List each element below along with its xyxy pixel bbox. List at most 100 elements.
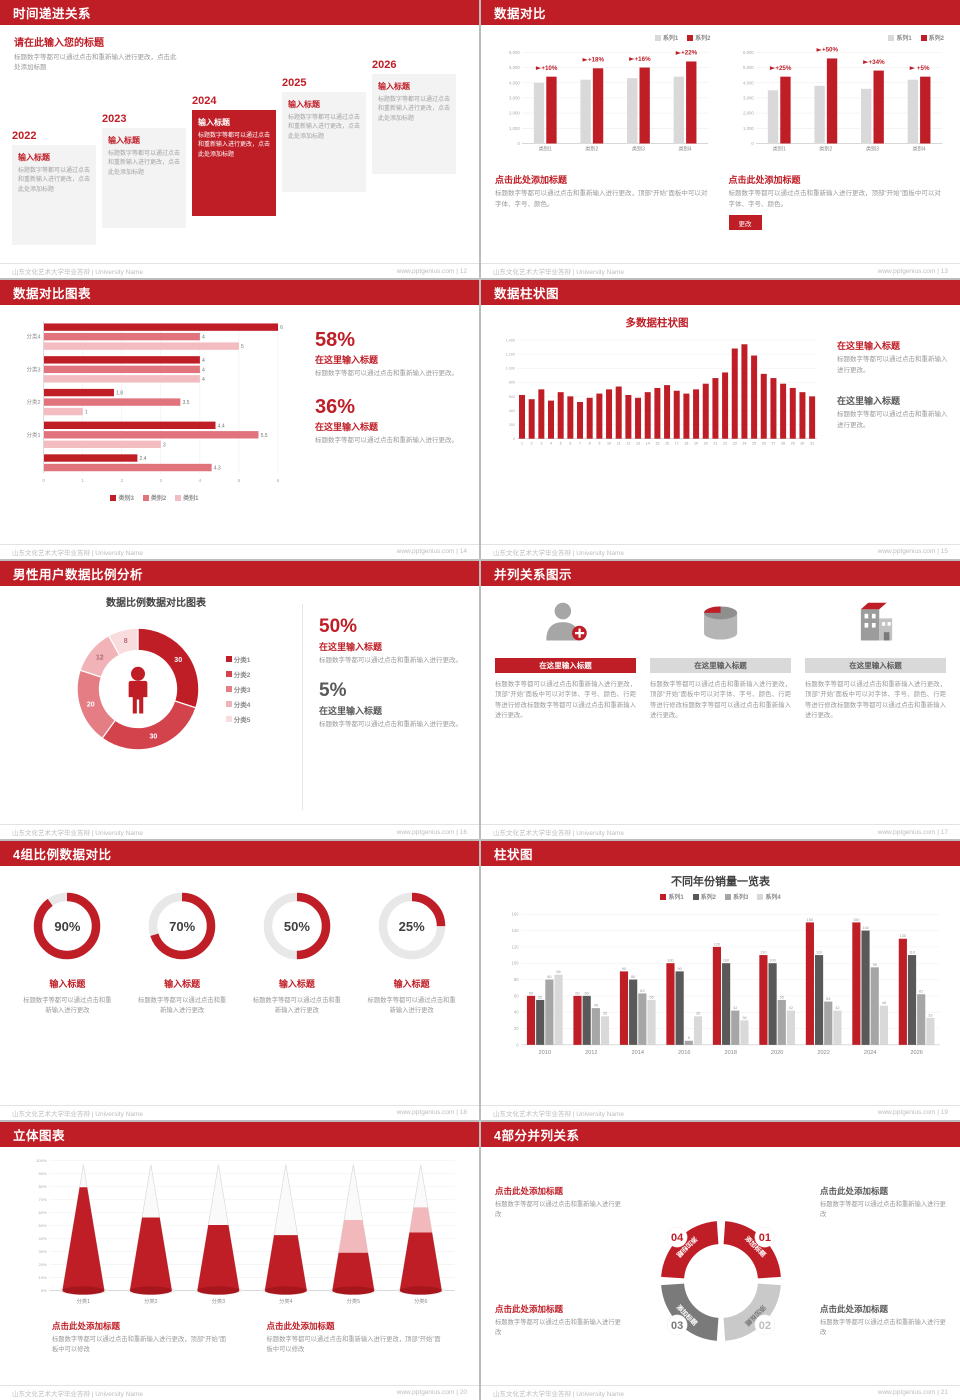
svg-text:60: 60 bbox=[514, 993, 519, 998]
timeline-step-box: 输入标题 标题数字等都可以通过点击和重新输入进行更改，点击此处添加标题 bbox=[282, 92, 366, 192]
svg-text:86: 86 bbox=[556, 969, 560, 974]
legend-item: 分类4 bbox=[225, 699, 250, 709]
slide-15-thumbnail[interactable]: 数据柱状图 多数据柱状图 0 200 400 600 800 1,000 1,200 1,40… bbox=[481, 280, 960, 559]
svg-text:100: 100 bbox=[769, 958, 775, 963]
column-body: 标题数字等都可以通过点击和重新输入进行更改，顶部“开始”面板中可以对字体、字号、… bbox=[650, 680, 791, 719]
svg-text:1: 1 bbox=[521, 442, 523, 446]
stat-percent: 5% bbox=[319, 680, 347, 702]
svg-text:0: 0 bbox=[513, 437, 515, 441]
stat-percent: 36% bbox=[315, 395, 356, 418]
svg-text:110: 110 bbox=[816, 950, 822, 955]
step-box-title: 输入标题 bbox=[378, 82, 410, 91]
legend-swatch bbox=[660, 893, 667, 900]
paired-bar-chart: 0 1,000 2,000 3,000 4,000 5,000 6,000 类别1 +25% 类别… bbox=[743, 47, 942, 153]
ratio-column: 50% 输入标题 标题数字等都可以通过点击和重新输入进行更改 bbox=[246, 884, 349, 1104]
legend-item: 系列4 bbox=[757, 892, 781, 901]
slide-16-thumbnail[interactable]: 男性用户数据比例分析 数据比例数据对比图表 30 30 20 12 8 分类1 分类2 … bbox=[0, 560, 479, 840]
legend-swatch bbox=[175, 494, 182, 501]
column-header-bar: 在这里输入标题 bbox=[495, 657, 636, 673]
slide-header-bar: 4部分并列关系 bbox=[481, 1121, 960, 1147]
svg-text:19: 19 bbox=[694, 442, 698, 446]
svg-text:60: 60 bbox=[575, 991, 579, 996]
slide-footer: 山东文化艺术大学毕业答辩 | University Name www.pptge… bbox=[481, 263, 960, 278]
slide-header-bar: 数据对比 bbox=[481, 0, 960, 25]
legend-swatch bbox=[142, 494, 149, 501]
slide-19-thumbnail[interactable]: 柱状图 不同年份销量一览表 系列1 系列2 系列3 系列4 0 20 40 60 80 1… bbox=[481, 841, 960, 1120]
slide-12-thumbnail[interactable]: 时间递进关系 请在此输入您的标题 标题数字等都可以通过点击和重新输入进行更改，点… bbox=[0, 0, 479, 279]
timeline-step: 2025 输入标题 标题数字等都可以通过点击和重新输入进行更改，点击此处添加标题 bbox=[282, 77, 366, 192]
svg-text:15: 15 bbox=[655, 442, 659, 446]
legend-label: 分类5 bbox=[233, 716, 251, 724]
svg-text:17: 17 bbox=[675, 442, 679, 446]
parallel-column: 在这里输入标题 标题数字等都可以通过点击和重新输入进行更改，顶部“开始”面板中可… bbox=[805, 600, 946, 824]
legend-label: 系列2 bbox=[928, 36, 944, 42]
legend-label: 分类2 bbox=[233, 671, 251, 679]
svg-text:3: 3 bbox=[163, 443, 166, 449]
item-heading: 输入标题 bbox=[393, 979, 430, 990]
svg-text:42: 42 bbox=[733, 1005, 737, 1010]
dense-bar-chart-area: 多数据柱状图 0 200 400 600 800 1,000 1,200 1,400 1 2 3 4 5… bbox=[491, 311, 823, 543]
slide-13-thumbnail[interactable]: 数据对比 系列1 系列2 0 1,000 2,000 3,000 4,000 5,000 6… bbox=[481, 0, 960, 279]
svg-text:62: 62 bbox=[919, 989, 923, 994]
svg-text:120: 120 bbox=[714, 942, 720, 947]
svg-text:2020: 2020 bbox=[771, 1050, 783, 1056]
slide-21-thumbnail[interactable]: 4部分并列关系 添加标题 01 添加标题 02 添加标题 03 添加标题 04 点击此处添加标… bbox=[481, 1121, 960, 1400]
progress-ring: 50% bbox=[255, 884, 339, 968]
item-heading: 输入标题 bbox=[49, 979, 86, 990]
caption-body: 标题数字等都可以通过点击和重新输入进行更改，顶部“开始”面板中可以修改 bbox=[266, 1335, 441, 1354]
legend-label: 类别2 bbox=[150, 496, 167, 503]
svg-text:9: 9 bbox=[598, 442, 600, 446]
svg-text:分类2: 分类2 bbox=[144, 1297, 157, 1305]
slide-header-bar: 柱状图 bbox=[481, 841, 960, 867]
legend-swatch bbox=[757, 893, 764, 900]
footer-page-number: 15 bbox=[940, 548, 948, 556]
footer-site: www.pptgenius.com bbox=[396, 267, 455, 275]
progress-ring: 70% bbox=[140, 884, 224, 968]
footer-separator: | bbox=[454, 828, 460, 836]
svg-text:分类1: 分类1 bbox=[77, 1297, 90, 1305]
svg-text:类别3: 类别3 bbox=[865, 145, 878, 153]
svg-text:1,200: 1,200 bbox=[506, 353, 516, 357]
slide-title: 立体图表 bbox=[13, 1128, 66, 1143]
hbar-chart-area: 0 1 2 3 4 5 6 6 4 5 分类4 4 4 4 分类3 1.8 3.5 1 分类2 4.4 5.5 3 分类1 2… bbox=[12, 315, 297, 543]
timeline-step: 2023 输入标题 标题数字等都可以通过点击和重新输入进行更改，点击此处添加标题 bbox=[102, 113, 186, 228]
svg-text:4: 4 bbox=[202, 358, 205, 364]
slide-14-thumbnail[interactable]: 数据对比图表 0 1 2 3 4 5 6 6 4 5 分类4 4 4 4 分类3 1.8 3.5 1 分类2 4.4 5… bbox=[0, 280, 479, 559]
block-heading: 在这里输入标题 bbox=[837, 341, 901, 352]
panel-heading: 点击此处添加标题 bbox=[728, 175, 801, 186]
block-body: 标题数字等都可以通过点击和重新输入进行更改 bbox=[820, 1200, 946, 1218]
svg-text:5: 5 bbox=[688, 1035, 690, 1040]
svg-text:3,000: 3,000 bbox=[509, 95, 520, 100]
svg-text:80: 80 bbox=[547, 974, 551, 979]
slide-title: 男性用户数据比例分析 bbox=[13, 567, 144, 582]
ratio-column: 25% 输入标题 标题数字等都可以通过点击和重新输入进行更改 bbox=[360, 884, 463, 1104]
svg-text:25: 25 bbox=[752, 442, 756, 446]
slide-17-thumbnail[interactable]: 并列关系图示 在这里输入标题 标题数字等都可以通过点击和重新输入进行更改，顶部“… bbox=[481, 560, 960, 840]
svg-text:+16%: +16% bbox=[635, 56, 652, 63]
svg-text:5: 5 bbox=[238, 478, 241, 484]
svg-text:40%: 40% bbox=[39, 1235, 47, 1240]
corner-text-block: 点击此处添加标题 标题数字等都可以通过点击和重新输入进行更改 bbox=[495, 1303, 627, 1338]
slide-20-body: 100% 90% 80% 70% 60% 50% 40% 30% 20% 10% 0% 分类1 分类2 分… bbox=[0, 1147, 479, 1385]
svg-text:110: 110 bbox=[909, 950, 915, 955]
slide-18-thumbnail[interactable]: 4组比例数据对比 90% 输入标题 标题数字等都可以通过点击和重新输入进行更改 … bbox=[0, 841, 479, 1120]
footer-separator: | bbox=[935, 267, 941, 275]
svg-text:100: 100 bbox=[667, 958, 673, 963]
legend-label: 系列1 bbox=[668, 895, 684, 902]
legend-item: 分类5 bbox=[225, 714, 251, 724]
svg-text:100: 100 bbox=[723, 958, 729, 963]
footer-site-page: www.pptgenius.com | 21 bbox=[878, 1389, 948, 1396]
svg-text:0%: 0% bbox=[41, 1287, 47, 1292]
svg-text:100: 100 bbox=[512, 961, 520, 966]
slide-20-thumbnail[interactable]: 立体图表 100% 90% 80% 70% 60% 50% 40% 30% 20% 10% 0% 分类… bbox=[0, 1121, 479, 1400]
svg-text:4,000: 4,000 bbox=[509, 80, 520, 85]
svg-text:13: 13 bbox=[636, 442, 640, 446]
svg-text:6: 6 bbox=[277, 478, 280, 484]
footer-page-number: 20 bbox=[459, 1389, 467, 1397]
change-button[interactable]: 更改 bbox=[728, 215, 762, 231]
svg-text:160: 160 bbox=[512, 912, 520, 917]
svg-text:+10%: +10% bbox=[541, 65, 558, 72]
slide-footer: 山东文化艺术大学毕业答辩 | University Name www.pptge… bbox=[481, 543, 960, 559]
svg-text:04: 04 bbox=[671, 1232, 684, 1244]
slide-title: 数据对比图表 bbox=[13, 287, 92, 302]
